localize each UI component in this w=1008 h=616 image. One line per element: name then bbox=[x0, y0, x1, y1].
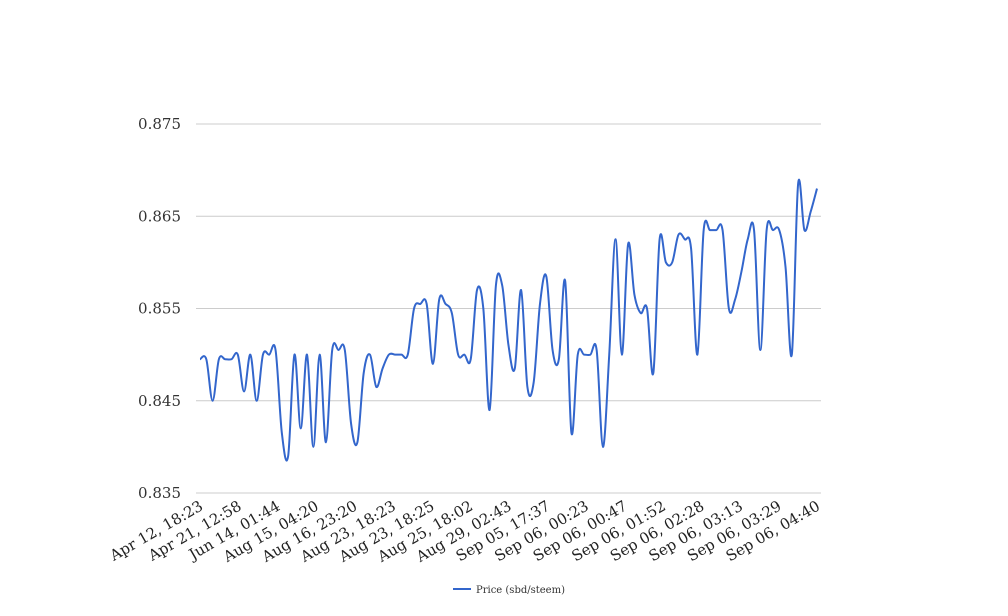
series-line bbox=[199, 178, 818, 462]
y-tick-label: 0.845 bbox=[138, 392, 181, 410]
y-tick-label: 0.835 bbox=[138, 484, 181, 502]
series-lines bbox=[199, 178, 818, 462]
grid-lines bbox=[196, 123, 821, 494]
y-tick-label: 0.875 bbox=[138, 115, 181, 133]
legend[interactable]: Price (sbd/steem) bbox=[453, 585, 565, 596]
y-axis-tick-labels: 0.875 0.865 0.855 0.845 0.835 bbox=[138, 115, 181, 502]
legend-label: Price (sbd/steem) bbox=[476, 585, 565, 596]
y-tick-label: 0.855 bbox=[138, 300, 181, 318]
y-tick-label: 0.865 bbox=[138, 207, 181, 225]
